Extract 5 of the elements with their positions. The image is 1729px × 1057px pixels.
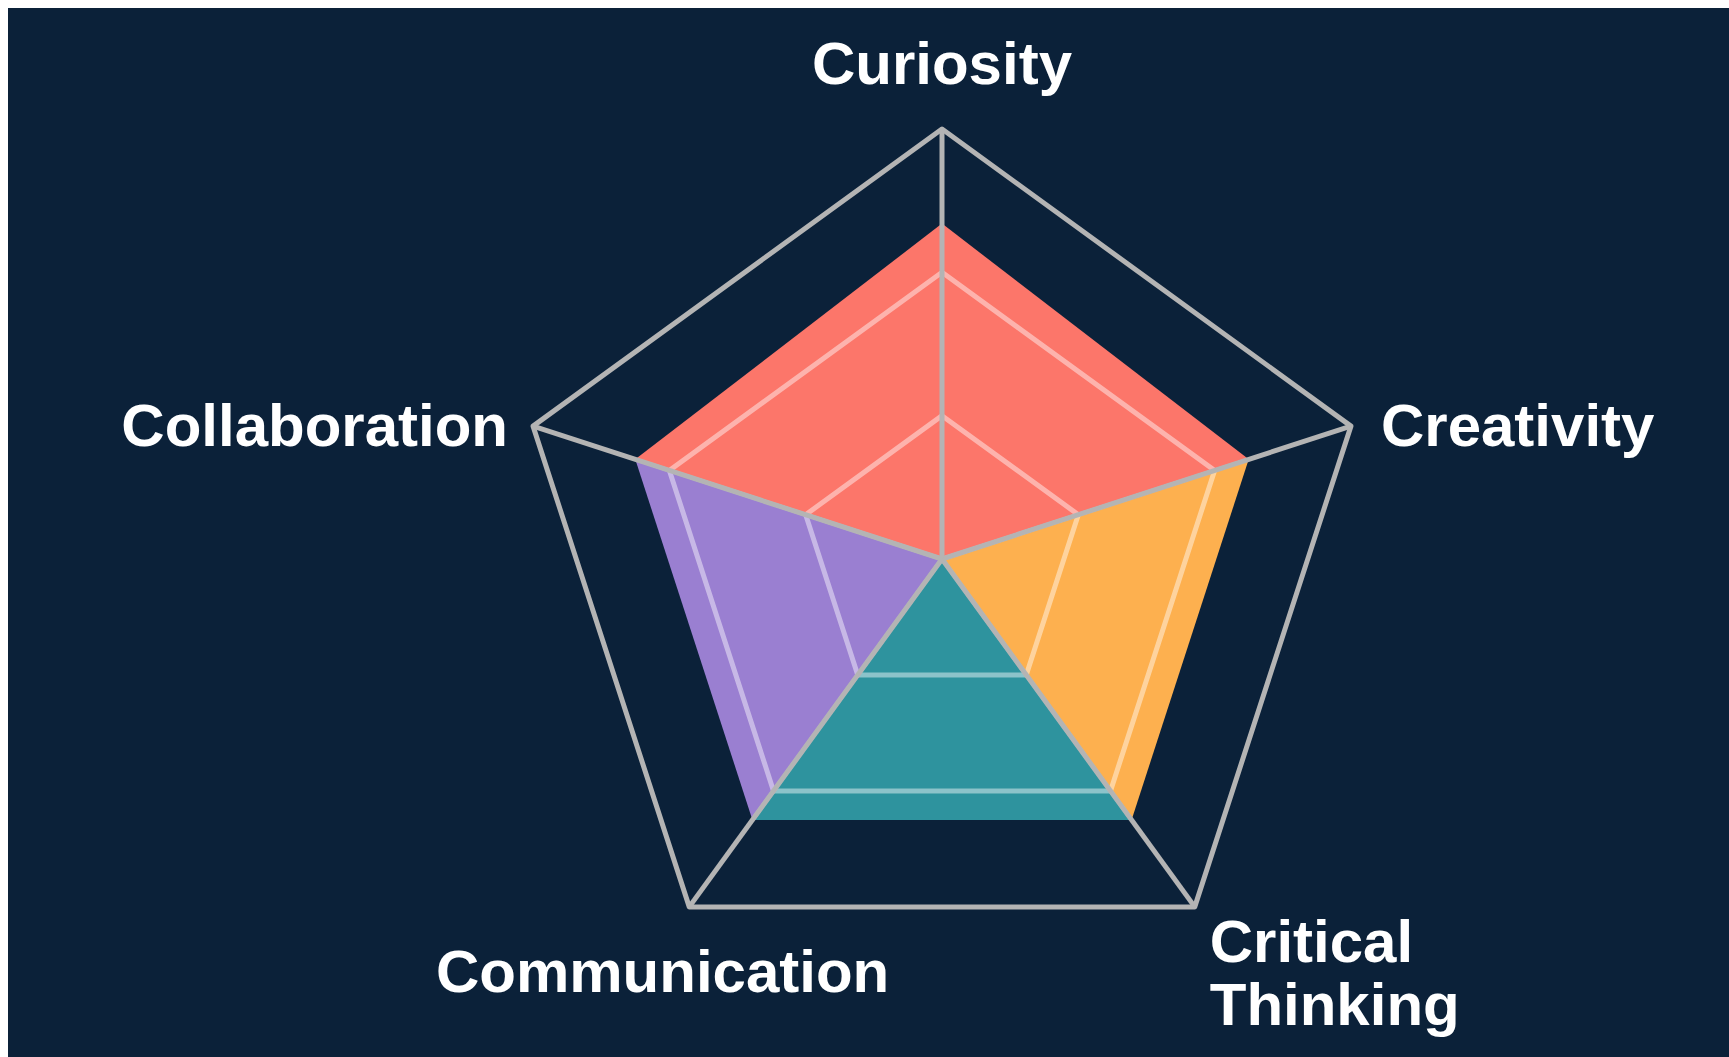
spoke-label: Communication: [435, 937, 890, 1005]
spoke-label: Collaboration: [121, 392, 509, 460]
spoke-label: Creativity: [1380, 392, 1656, 460]
spoke-label: Critical Thinking: [1209, 907, 1460, 1038]
spoke-label: Curiosity: [811, 30, 1073, 97]
